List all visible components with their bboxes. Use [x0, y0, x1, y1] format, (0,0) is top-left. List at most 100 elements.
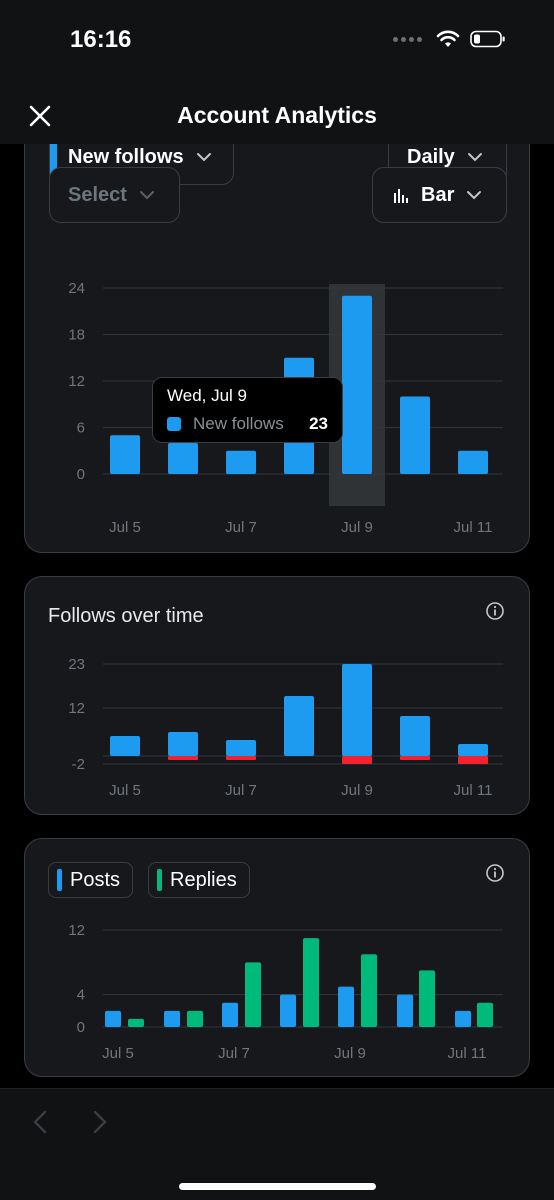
bar-replies — [187, 1010, 203, 1027]
x-tick-label: Jul 7 — [225, 519, 257, 536]
y-tick-label: 23 — [68, 656, 85, 673]
posts-replies-card: Posts Replies 0 4 12 Jul 5 Jul 7 Jul 9 Jul 11 — [24, 838, 530, 1077]
legend-replies-swatch — [157, 869, 162, 891]
bar-new-follows — [400, 396, 430, 474]
x-tick-label: Jul 7 — [218, 1045, 250, 1062]
bar-unfollows — [458, 756, 488, 764]
bar-new-follows — [168, 443, 198, 474]
bar-posts — [397, 994, 413, 1027]
y-tick-label: 6 — [77, 420, 85, 437]
bar-new-follows — [458, 744, 488, 756]
y-tick-label: 4 — [77, 987, 85, 1004]
follows-over-time-card: Follows over time -2 12 23 Jul 5 Jul 7 Jul 9 J… — [24, 576, 530, 815]
x-tick-label: Jul 5 — [109, 782, 141, 799]
chart-type-dropdown[interactable]: Bar — [372, 167, 507, 223]
x-tick-label: Jul 11 — [454, 519, 493, 536]
x-tick-label: Jul 11 — [454, 782, 493, 799]
y-tick-label: 0 — [77, 1019, 85, 1036]
bar-new-follows — [110, 736, 140, 756]
y-tick-label: 12 — [68, 373, 85, 390]
home-indicator — [179, 1183, 376, 1190]
x-tick-label: Jul 11 — [448, 1045, 487, 1062]
legend-posts-label: Posts — [70, 868, 121, 891]
bar-replies — [245, 962, 261, 1027]
y-tick-label: 24 — [68, 280, 85, 297]
follows-over-time-chart[interactable]: -2 12 23 Jul 5 Jul 7 Jul 9 Jul 11 — [25, 577, 529, 814]
x-tick-label: Jul 9 — [334, 1045, 366, 1062]
select-dropdown-label: Select — [68, 183, 127, 206]
metric-color-indicator — [50, 144, 57, 184]
bar-new-follows — [226, 450, 256, 474]
close-icon — [29, 105, 51, 127]
status-icons — [393, 30, 506, 48]
bar-posts — [105, 1010, 121, 1027]
close-button[interactable] — [24, 100, 56, 132]
legend-replies[interactable]: Replies — [148, 862, 250, 898]
legend-posts[interactable]: Posts — [48, 862, 134, 898]
bar-new-follows — [110, 435, 140, 474]
status-time: 16:16 — [70, 26, 132, 53]
bar-new-follows — [458, 450, 488, 474]
legend-posts-swatch — [57, 869, 62, 891]
bar-posts — [455, 1010, 471, 1027]
bar-posts — [338, 986, 354, 1027]
bar-new-follows — [168, 732, 198, 756]
back-button[interactable] — [28, 1109, 52, 1135]
x-tick-label: Jul 9 — [341, 782, 373, 799]
y-tick-label: -2 — [72, 756, 85, 773]
compare-select-dropdown[interactable]: Select — [49, 167, 180, 223]
x-tick-label: Jul 9 — [341, 519, 373, 536]
y-tick-label: 0 — [77, 466, 85, 483]
new-follows-chart-card: New follows Daily Select Bar 0 6 12 18 24 Jul… — [24, 144, 530, 553]
wifi-icon — [436, 30, 460, 47]
bar-new-follows — [400, 716, 430, 756]
tooltip-series-name: New follows — [193, 414, 284, 433]
interval-dropdown-label: Daily — [407, 145, 455, 168]
chevron-down-icon — [466, 190, 482, 200]
bar-new-follows — [342, 664, 372, 756]
battery-icon — [470, 30, 505, 48]
forward-button[interactable] — [88, 1109, 112, 1135]
bar-unfollows — [342, 756, 372, 764]
bar-chart-icon — [393, 187, 409, 203]
bar-posts — [222, 1002, 238, 1027]
bar-new-follows — [284, 696, 314, 756]
tooltip-value: 23 — [309, 414, 328, 433]
y-tick-label: 12 — [68, 922, 85, 939]
header-bar: Account Analytics — [0, 88, 554, 144]
bar-new-follows — [226, 740, 256, 756]
bar-new-follows — [342, 295, 372, 474]
page-title: Account Analytics — [177, 102, 377, 128]
legend-replies-label: Replies — [170, 868, 237, 891]
bar-replies — [128, 1018, 144, 1027]
browser-toolbar — [0, 1088, 554, 1200]
info-icon[interactable] — [485, 601, 505, 621]
info-icon[interactable] — [485, 863, 505, 883]
signal-icon — [393, 36, 422, 42]
bar-replies — [477, 1002, 493, 1027]
status-bar: 16:16 — [0, 0, 554, 88]
bar-replies — [361, 954, 377, 1027]
metric-dropdown[interactable]: New follows — [49, 144, 234, 185]
chevron-down-icon — [467, 152, 483, 162]
new-follows-bar-chart[interactable]: 0 6 12 18 24 Jul 5 Jul 7 Jul 9 Jul 11 — [25, 144, 529, 552]
analytics-scroll-area[interactable]: New follows Daily Select Bar 0 6 12 18 24 Jul… — [0, 144, 554, 1088]
x-tick-label: Jul 7 — [225, 782, 257, 799]
y-tick-label: 18 — [68, 327, 85, 344]
bar-unfollows — [168, 756, 198, 760]
card-title: Follows over time — [48, 605, 204, 627]
bar-posts — [164, 1010, 180, 1027]
bar-posts — [280, 994, 296, 1027]
bar-replies — [419, 970, 435, 1027]
tooltip-date: Wed, Jul 9 — [167, 386, 248, 405]
chart-type-label: Bar — [421, 183, 455, 206]
chevron-left-icon — [33, 1110, 47, 1134]
chevron-down-icon — [196, 152, 212, 162]
posts-replies-chart[interactable]: 0 4 12 Jul 5 Jul 7 Jul 9 Jul 11 — [25, 839, 529, 1076]
tooltip-row: New follows 23 — [167, 414, 328, 434]
metric-dropdown-label: New follows — [68, 145, 184, 168]
x-tick-label: Jul 5 — [102, 1045, 134, 1062]
chevron-right-icon — [93, 1110, 107, 1134]
bar-unfollows — [226, 756, 256, 760]
bar-replies — [303, 938, 319, 1027]
